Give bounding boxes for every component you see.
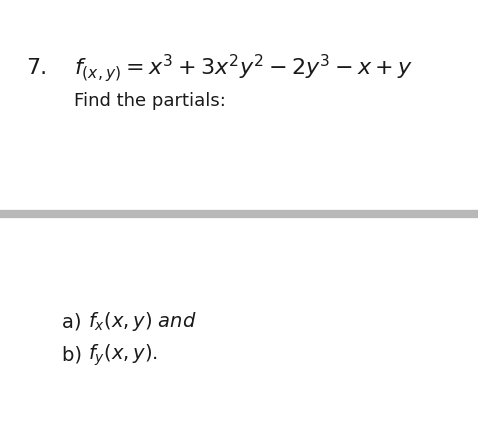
Text: 7.: 7.	[26, 58, 47, 78]
Text: Find the partials:: Find the partials:	[74, 93, 226, 110]
Text: $f_y(x, y).$: $f_y(x, y).$	[88, 342, 158, 368]
Text: b): b)	[62, 345, 88, 365]
Text: $f_{(x,y)} = x^3 + 3x^2y^2 - 2y^3 - x + y$: $f_{(x,y)} = x^3 + 3x^2y^2 - 2y^3 - x + …	[74, 52, 413, 84]
Text: a): a)	[62, 312, 88, 332]
Text: $f_x(x, y)$ $and$: $f_x(x, y)$ $and$	[88, 310, 197, 333]
